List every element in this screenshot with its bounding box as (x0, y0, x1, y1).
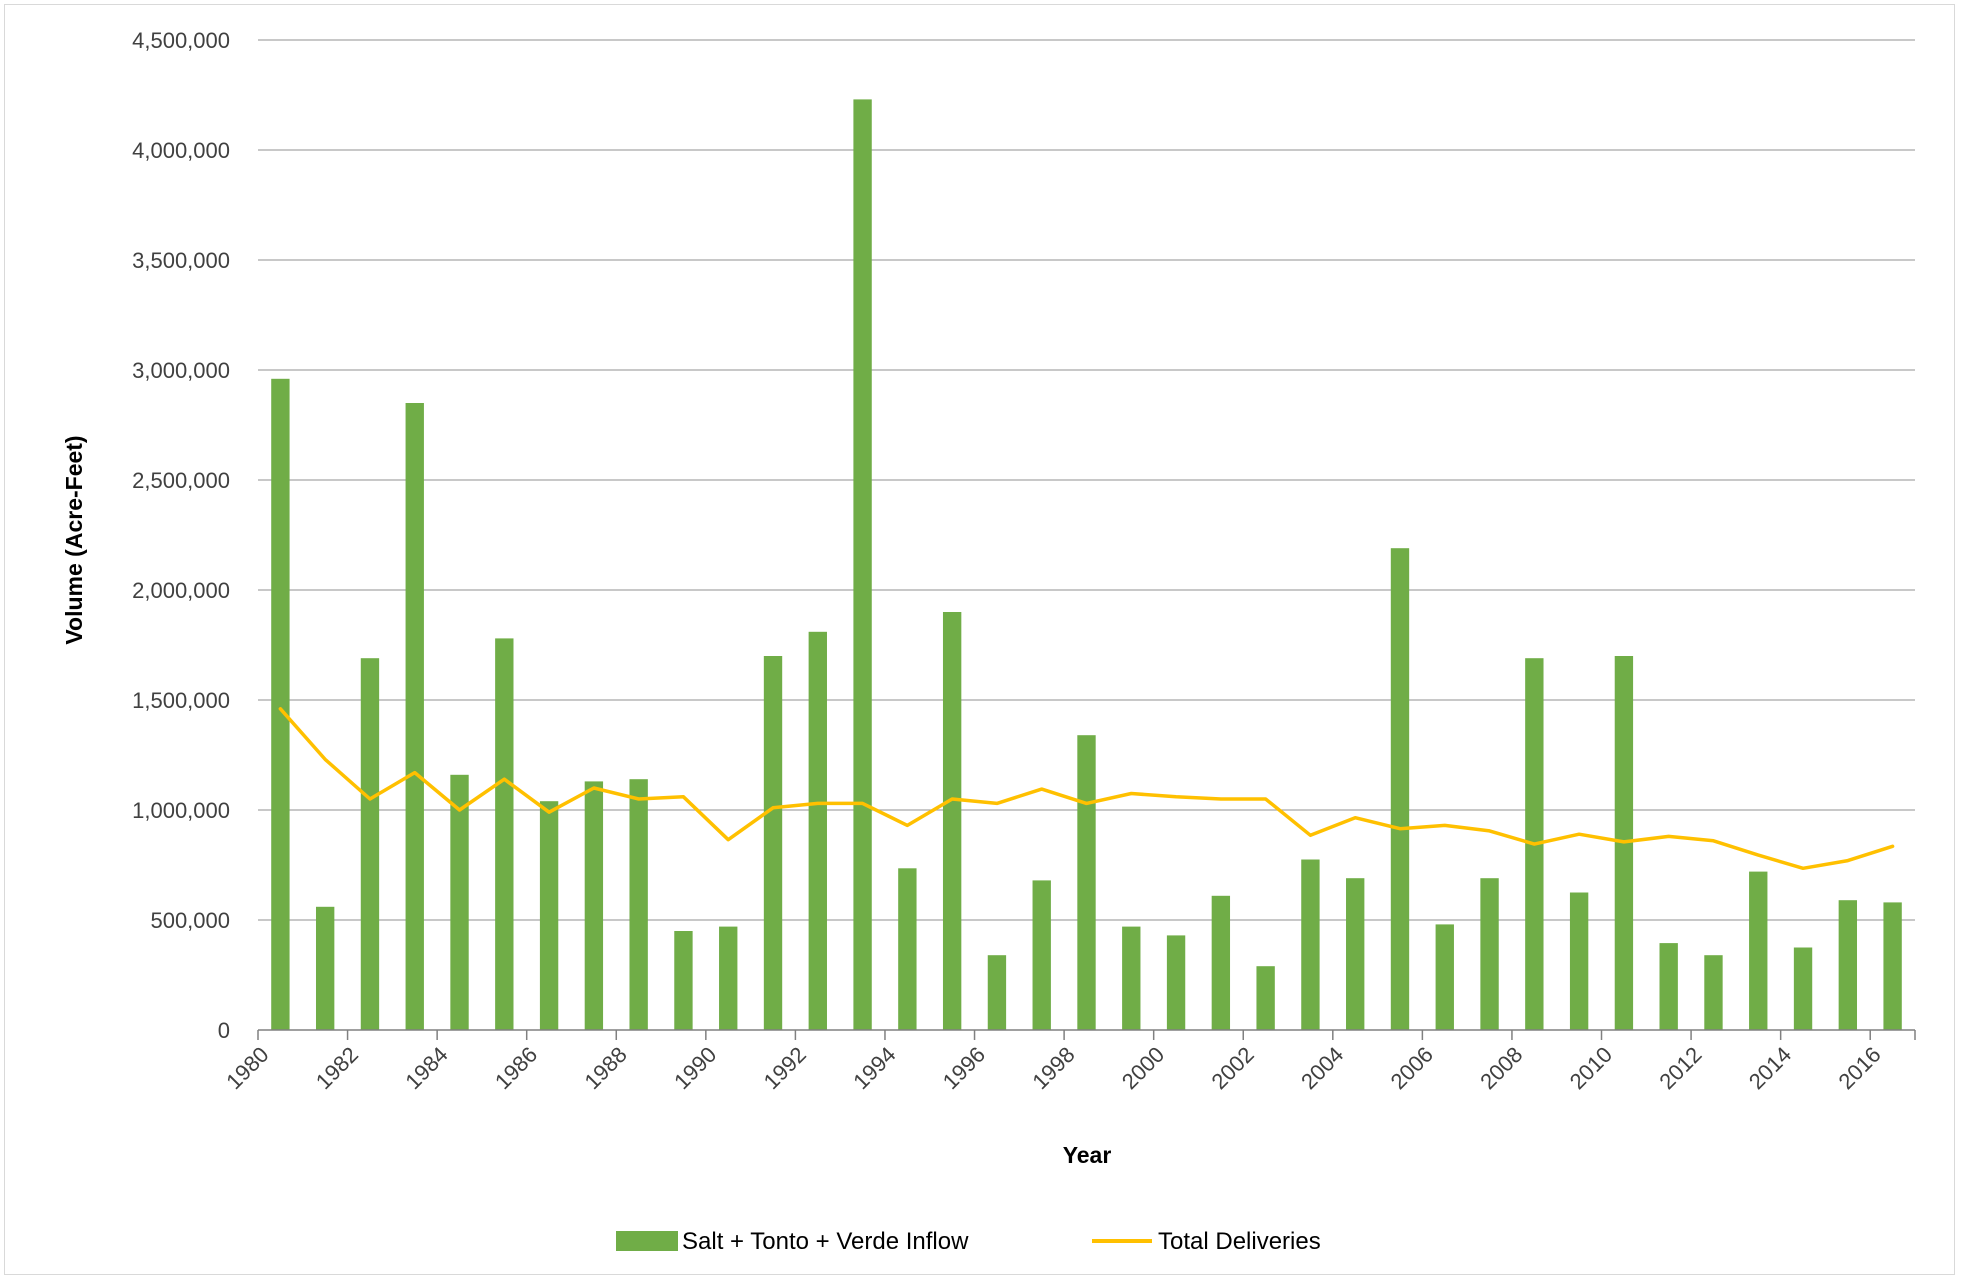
bar-inflow-2015[interactable] (1838, 900, 1858, 1030)
x-tick-label: 2012 (1654, 1042, 1706, 1094)
y-tick-label: 1,000,000 (132, 798, 230, 823)
x-tick-label: 1982 (311, 1042, 363, 1094)
x-tick-label: 1986 (490, 1042, 542, 1094)
bar-inflow-2012[interactable] (1704, 955, 1723, 1030)
y-tick-label: 500,000 (150, 908, 230, 933)
x-tick-label: 1980 (221, 1042, 273, 1094)
bar-inflow-1990[interactable] (719, 926, 738, 1030)
bar-inflow-2011[interactable] (1659, 943, 1678, 1030)
bar-inflow-1999[interactable] (1122, 926, 1141, 1030)
bar-inflow-1984[interactable] (450, 774, 469, 1030)
bar-inflow-1994[interactable] (898, 868, 917, 1030)
y-axis-title: Volume (Acre-Feet) (61, 435, 87, 644)
bar-inflow-1989[interactable] (674, 931, 693, 1030)
bar-inflow-1981[interactable] (315, 906, 335, 1030)
bar-inflow-1992[interactable] (808, 631, 827, 1030)
bar-inflow-1983[interactable] (405, 403, 424, 1030)
y-tick-label: 2,500,000 (132, 468, 230, 493)
y-tick-labels: 0 500,000 1,000,000 1,500,000 2,000,000 2,500… (132, 28, 230, 1043)
bar-inflow-2000[interactable] (1166, 935, 1186, 1030)
bar-inflow-2013[interactable] (1749, 871, 1768, 1030)
bar-inflow-1998[interactable] (1077, 735, 1096, 1030)
y-tick-label: 4,000,000 (132, 138, 230, 163)
y-tick-label: 3,000,000 (132, 358, 230, 383)
y-tick-label: 4,500,000 (132, 28, 230, 53)
bar-inflow-2002[interactable] (1256, 966, 1275, 1030)
chart-frame (4, 4, 1955, 1275)
bar-inflow-1997[interactable] (1032, 880, 1051, 1030)
bar-inflow-1982[interactable] (360, 658, 380, 1030)
legend-label-deliveries: Total Deliveries (1158, 1228, 1321, 1255)
x-tick-label: 1988 (580, 1042, 632, 1094)
x-tick-label: 2002 (1206, 1042, 1258, 1094)
legend: Salt + Tonto + Verde Inflow Total Delive… (616, 1228, 1321, 1255)
bar-inflow-1987[interactable] (584, 781, 604, 1030)
x-tick-label: 2000 (1117, 1042, 1169, 1094)
x-tick-label: 2014 (1744, 1042, 1796, 1094)
legend-swatch-inflow (616, 1231, 678, 1251)
legend-item-inflow[interactable]: Salt + Tonto + Verde Inflow (616, 1228, 969, 1255)
x-tick-label: 1992 (759, 1042, 811, 1094)
line-series (278, 707, 1895, 871)
bar-inflow-1986[interactable] (539, 801, 559, 1030)
bar-inflow-1991[interactable] (763, 656, 783, 1030)
bar-inflow-2007[interactable] (1480, 878, 1499, 1030)
x-tick-label: 1984 (400, 1042, 452, 1094)
gridlines (258, 39, 1915, 921)
x-tick-label: 2010 (1565, 1042, 1617, 1094)
x-tick-label: 2016 (1833, 1042, 1885, 1094)
x-tick-label: 1990 (669, 1042, 721, 1094)
x-tick-label: 2008 (1475, 1042, 1527, 1094)
bar-series (271, 99, 1902, 1030)
legend-item-deliveries[interactable]: Total Deliveries (1092, 1228, 1321, 1255)
legend-label-inflow: Salt + Tonto + Verde Inflow (682, 1228, 969, 1255)
y-tick-label: 2,000,000 (132, 578, 230, 603)
y-tick-label: 3,500,000 (132, 248, 230, 273)
bar-inflow-1985[interactable] (495, 638, 514, 1030)
bar-inflow-1980[interactable] (271, 378, 290, 1030)
bar-inflow-2005[interactable] (1390, 548, 1410, 1030)
bar-inflow-2001[interactable] (1211, 895, 1231, 1030)
bar-inflow-2006[interactable] (1435, 924, 1454, 1030)
bar-inflow-1988[interactable] (629, 779, 648, 1030)
x-axis-title: Year (1063, 1142, 1112, 1168)
bar-inflow-1995[interactable] (942, 612, 962, 1030)
bar-inflow-2004[interactable] (1346, 878, 1365, 1030)
x-tick-labels: 1980 1982 1984 1986 1988 1990 1992 1994 1996 1998… (221, 1042, 1886, 1094)
line-total-deliveries[interactable] (278, 707, 1895, 871)
x-tick-label: 2006 (1386, 1042, 1438, 1094)
axes (257, 1029, 1916, 1040)
bar-inflow-2003[interactable] (1301, 859, 1320, 1031)
bar-inflow-2014[interactable] (1793, 947, 1813, 1031)
y-tick-label: 1,500,000 (132, 688, 230, 713)
x-tick-label: 2004 (1296, 1042, 1348, 1094)
y-tick-label: 0 (218, 1018, 230, 1043)
bar-inflow-1996[interactable] (987, 955, 1007, 1030)
bar-inflow-2009[interactable] (1569, 892, 1589, 1031)
x-tick-label: 1998 (1027, 1042, 1079, 1094)
bar-inflow-2016[interactable] (1883, 902, 1902, 1030)
x-tick-label: 1996 (938, 1042, 990, 1094)
bar-inflow-1993[interactable] (853, 99, 872, 1030)
x-tick-label: 1994 (848, 1042, 900, 1094)
